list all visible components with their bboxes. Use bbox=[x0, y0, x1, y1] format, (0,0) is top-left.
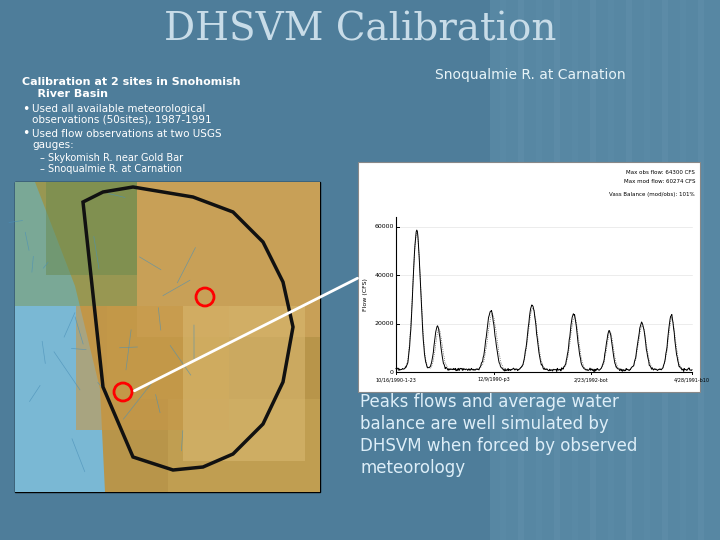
Text: Max mod flow: 60274 CFS: Max mod flow: 60274 CFS bbox=[624, 179, 695, 184]
Bar bbox=[76, 306, 228, 430]
Bar bbox=[680, 0, 686, 540]
Bar bbox=[490, 0, 720, 540]
Text: 10/16/1990-1-23: 10/16/1990-1-23 bbox=[376, 377, 416, 382]
Bar bbox=[168, 399, 320, 492]
Text: River Basin: River Basin bbox=[22, 89, 108, 99]
Text: 20000: 20000 bbox=[374, 321, 394, 326]
Text: gauges:: gauges: bbox=[32, 140, 73, 150]
Text: •: • bbox=[22, 127, 30, 140]
Text: DHSVM Calibration: DHSVM Calibration bbox=[163, 11, 557, 49]
Text: 40000: 40000 bbox=[374, 273, 394, 278]
Text: Used all available meteorological: Used all available meteorological bbox=[32, 104, 205, 114]
Text: Vass Balance (mod/obs): 101%: Vass Balance (mod/obs): 101% bbox=[609, 192, 695, 197]
Bar bbox=[662, 0, 668, 540]
Text: balance are well simulated by: balance are well simulated by bbox=[360, 415, 608, 433]
Text: – Skykomish R. near Gold Bar: – Skykomish R. near Gold Bar bbox=[40, 153, 183, 163]
Text: observations (50sites), 1987-1991: observations (50sites), 1987-1991 bbox=[32, 115, 212, 125]
Bar bbox=[608, 0, 614, 540]
Bar bbox=[644, 0, 650, 540]
Text: Max obs flow: 64300 CFS: Max obs flow: 64300 CFS bbox=[626, 170, 695, 175]
Polygon shape bbox=[15, 182, 105, 492]
Bar bbox=[500, 0, 506, 540]
Text: Calibration at 2 sites in Snohomish: Calibration at 2 sites in Snohomish bbox=[22, 77, 240, 87]
Text: 60000: 60000 bbox=[374, 224, 394, 229]
Bar bbox=[626, 0, 632, 540]
Text: 2/23/1992-bot: 2/23/1992-bot bbox=[574, 377, 608, 382]
Text: Peaks flows and average water: Peaks flows and average water bbox=[360, 393, 619, 411]
Text: DHSVM when forced by observed: DHSVM when forced by observed bbox=[360, 437, 637, 455]
Bar bbox=[572, 0, 578, 540]
Bar bbox=[590, 0, 596, 540]
Bar bbox=[15, 182, 320, 492]
Text: Used flow observations at two USGS: Used flow observations at two USGS bbox=[32, 129, 222, 139]
Bar bbox=[15, 182, 320, 492]
Bar bbox=[358, 162, 700, 392]
Bar bbox=[15, 182, 137, 306]
Bar bbox=[536, 0, 542, 540]
Text: – Snoqualmie R. at Carnation: – Snoqualmie R. at Carnation bbox=[40, 164, 182, 174]
Text: 0: 0 bbox=[390, 369, 394, 375]
Text: Flow (CFS): Flow (CFS) bbox=[364, 278, 369, 311]
Text: Snoqualmie R. at Carnation: Snoqualmie R. at Carnation bbox=[435, 68, 625, 82]
Text: meteorology: meteorology bbox=[360, 459, 465, 477]
Bar bbox=[107, 306, 228, 399]
Bar bbox=[698, 0, 704, 540]
Bar bbox=[137, 182, 320, 337]
Bar bbox=[518, 0, 524, 540]
Bar bbox=[183, 306, 305, 461]
Text: 4/28/1991-b10: 4/28/1991-b10 bbox=[674, 377, 710, 382]
Text: •: • bbox=[22, 103, 30, 116]
Text: 12/9/1990-p3: 12/9/1990-p3 bbox=[477, 377, 510, 382]
Bar bbox=[45, 182, 137, 275]
Bar bbox=[554, 0, 560, 540]
